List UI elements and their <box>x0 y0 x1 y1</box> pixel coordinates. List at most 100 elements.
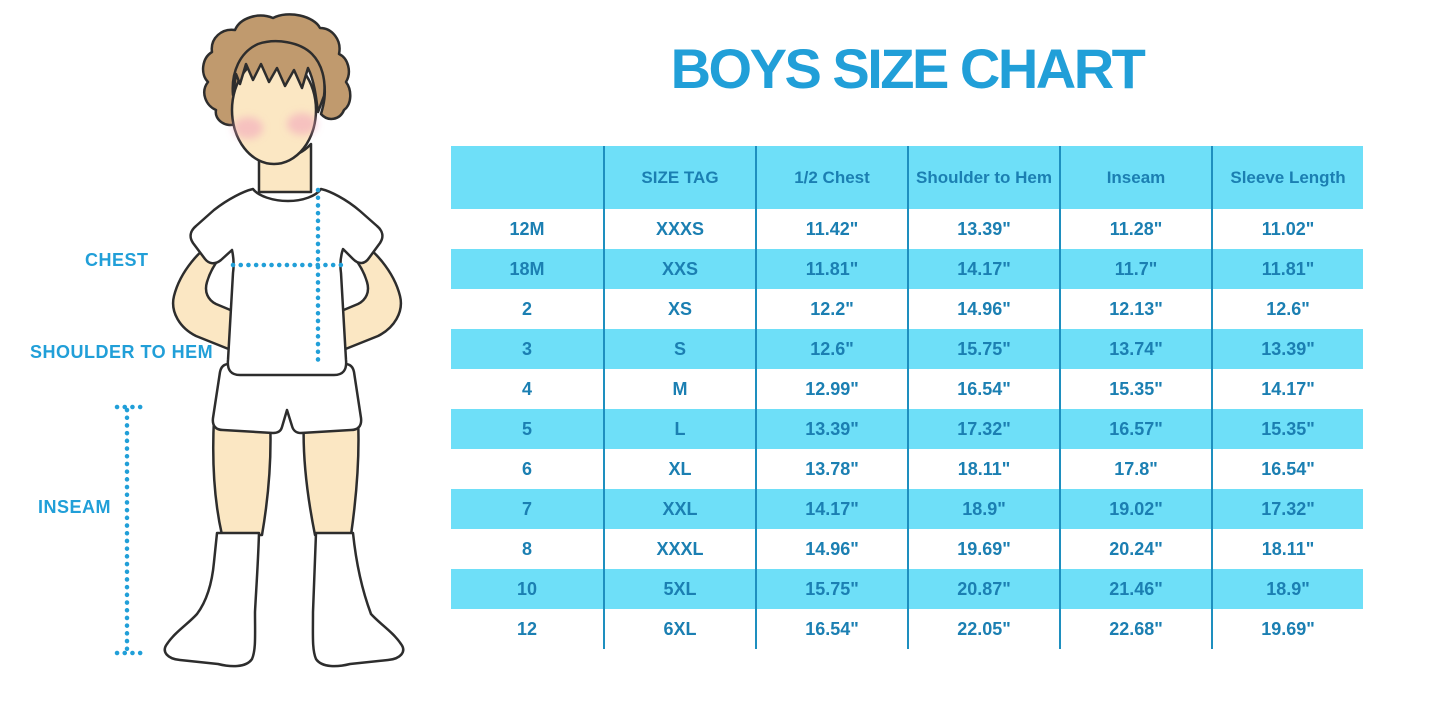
size-table: SIZE TAG 1/2 Chest Shoulder to Hem Inseam Sl… <box>451 146 1363 649</box>
measurement-figure: CHEST SHOULDER TO HEM INSEAM <box>0 0 450 723</box>
boy-illustration <box>114 13 405 668</box>
table-body: 12M XXXS 11.42" 13.39" 11.28" 11.02" 18M XXS 11.… <box>451 209 1363 649</box>
table-cell: 17.32" <box>1211 489 1363 529</box>
left-blush <box>233 117 263 139</box>
table-cell: 8 <box>521 538 532 559</box>
table-row: 4 M 12.99" 16.54" 15.35" 14.17" <box>451 369 1363 409</box>
table-cell: 12.2" <box>755 289 907 329</box>
table-cell: 14.96" <box>755 529 907 569</box>
table-cell: 22.68" <box>1059 609 1211 649</box>
table-cell: 12M <box>509 218 545 239</box>
table-row: 12M XXXS 11.42" 13.39" 11.28" 11.02" <box>451 209 1363 249</box>
table-cell: 6 <box>521 458 532 479</box>
table-cell: 16.54" <box>1211 449 1363 489</box>
table-cell: 10 <box>516 578 538 599</box>
table-row: 12 6XL 16.54" 22.05" 22.68" 19.69" <box>451 609 1363 649</box>
table-cell: 11.28" <box>1059 209 1211 249</box>
table-cell: 13.78" <box>755 449 907 489</box>
table-cell: XXXS <box>603 209 755 249</box>
table-cell: 15.75" <box>907 329 1059 369</box>
table-cell: 5XL <box>603 569 755 609</box>
table-cell: 16.54" <box>755 609 907 649</box>
table-row: 3 S 12.6" 15.75" 13.74" 13.39" <box>451 329 1363 369</box>
table-cell: 20.87" <box>907 569 1059 609</box>
table-cell: 13.39" <box>755 409 907 449</box>
table-cell: 13.39" <box>907 209 1059 249</box>
table-cell: 3 <box>521 338 532 359</box>
table-cell: 18.9" <box>907 489 1059 529</box>
table-row: 5 L 13.39" 17.32" 16.57" 15.35" <box>451 409 1363 449</box>
table-cell: 11.81" <box>755 249 907 289</box>
table-cell: 21.46" <box>1059 569 1211 609</box>
header-cell: Sleeve Length <box>1211 146 1363 209</box>
table-cell: 18.11" <box>1211 529 1363 569</box>
table-cell: 15.35" <box>1059 369 1211 409</box>
table-cell: 12 <box>516 618 538 639</box>
table-row: 10 5XL 15.75" 20.87" 21.46" 18.9" <box>451 569 1363 609</box>
table-cell: XS <box>603 289 755 329</box>
table-cell: 11.02" <box>1211 209 1363 249</box>
table-cell: 11.81" <box>1211 249 1363 289</box>
table-cell: 4 <box>521 378 532 399</box>
right-leg-shape <box>302 416 360 537</box>
table-cell: 13.74" <box>1059 329 1211 369</box>
table-cell: 15.75" <box>755 569 907 609</box>
table-cell: 13.39" <box>1211 329 1363 369</box>
header-cell: Inseam <box>1059 146 1211 209</box>
table-cell: XL <box>603 449 755 489</box>
table-cell: 19.69" <box>907 529 1059 569</box>
table-cell: XXL <box>603 489 755 529</box>
left-leg-shape <box>212 416 272 537</box>
table-row: 8 XXXL 14.96" 19.69" 20.24" 18.11" <box>451 529 1363 569</box>
header-cell: SIZE TAG <box>603 146 755 209</box>
left-sock-shape <box>163 531 261 668</box>
table-row: 2 XS 12.2" 14.96" 12.13" 12.6" <box>451 289 1363 329</box>
table-cell: 7 <box>521 498 532 519</box>
page-title: BOYS SIZE CHART <box>670 37 1146 100</box>
right-sock-shape <box>311 531 405 668</box>
table-cell: 17.32" <box>907 409 1059 449</box>
table-cell: 19.69" <box>1211 609 1363 649</box>
header-cell <box>451 146 603 209</box>
table-cell: L <box>603 409 755 449</box>
table-cell: 15.35" <box>1211 409 1363 449</box>
table-cell: 5 <box>521 418 532 439</box>
table-cell: 12.13" <box>1059 289 1211 329</box>
shorts-shape <box>211 362 363 435</box>
table-cell: 22.05" <box>907 609 1059 649</box>
table-cell: 2 <box>521 298 532 319</box>
tshirt-shape <box>189 187 384 377</box>
chest-label: CHEST <box>85 250 149 270</box>
inseam-label: INSEAM <box>38 497 112 517</box>
table-cell: 11.42" <box>755 209 907 249</box>
table-cell: 11.7" <box>1059 249 1211 289</box>
table-row: 18M XXS 11.81" 14.17" 11.7" 11.81" <box>451 249 1363 289</box>
shoulder-to-hem-label: SHOULDER TO HEM <box>30 342 214 362</box>
table-cell: 14.17" <box>1211 369 1363 409</box>
table-cell: 18.9" <box>1211 569 1363 609</box>
table-cell: XXS <box>603 249 755 289</box>
table-cell: 14.17" <box>755 489 907 529</box>
table-cell: 17.8" <box>1059 449 1211 489</box>
table-cell: 18.11" <box>907 449 1059 489</box>
table-cell: 12.6" <box>1211 289 1363 329</box>
hair-fringe-shape <box>231 40 326 114</box>
right-blush <box>287 113 317 135</box>
header-cell: Shoulder to Hem <box>907 146 1059 209</box>
table-cell: M <box>603 369 755 409</box>
table-cell: 18M <box>509 258 545 279</box>
table-row: 7 XXL 14.17" 18.9" 19.02" 17.32" <box>451 489 1363 529</box>
table-header-row: SIZE TAG 1/2 Chest Shoulder to Hem Inseam Sl… <box>451 146 1363 209</box>
table-cell: 14.96" <box>907 289 1059 329</box>
table-cell: 14.17" <box>907 249 1059 289</box>
table-cell: 16.54" <box>907 369 1059 409</box>
table-cell: 16.57" <box>1059 409 1211 449</box>
header-cell: 1/2 Chest <box>755 146 907 209</box>
table-cell: 6XL <box>603 609 755 649</box>
table-cell: S <box>603 329 755 369</box>
table-cell: 12.6" <box>755 329 907 369</box>
table-cell: 19.02" <box>1059 489 1211 529</box>
table-cell: XXXL <box>603 529 755 569</box>
table-cell: 20.24" <box>1059 529 1211 569</box>
